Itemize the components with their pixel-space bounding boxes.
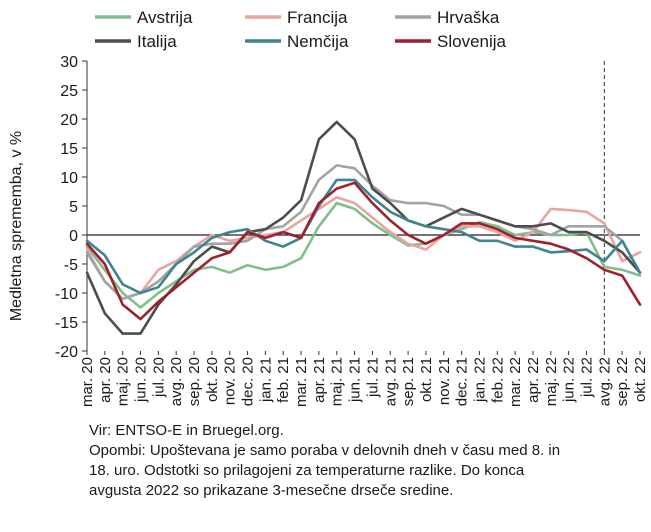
- x-tick-label: maj. 20: [115, 357, 132, 406]
- legend-label: Italija: [137, 32, 177, 51]
- x-tick-label: avg. 22: [596, 357, 613, 406]
- series-line-slovenija: [85, 181, 642, 321]
- y-tick-label: 20: [60, 112, 78, 129]
- y-tick-label: 30: [60, 54, 78, 71]
- chart-legend: Avstrija Francija Hrvaška Italija Nemčija Slo…: [95, 8, 507, 51]
- legend-label: Avstrija: [137, 8, 193, 27]
- x-tick-label: nov. 20: [222, 357, 239, 405]
- x-tick-label: mar. 22: [507, 357, 524, 407]
- x-tick-label: dec. 20: [240, 357, 257, 406]
- x-tick-label: apr. 21: [311, 357, 328, 403]
- y-tick-label: 0: [69, 228, 78, 245]
- x-tick-label: okt. 22: [632, 357, 649, 402]
- y-tick-label: -5: [64, 257, 78, 274]
- y-tick-label: -10: [55, 286, 78, 303]
- y-axis-label: Medletna sprememba, v %: [8, 131, 25, 321]
- x-tick-label: jan. 22: [471, 357, 488, 403]
- y-tick-label: 25: [60, 83, 78, 100]
- x-tick-label: sep. 20: [186, 357, 203, 406]
- legend-label: Nemčija: [287, 32, 349, 51]
- remarks-line-2: 18. uro. Odstotki so prilagojeni za temp…: [89, 462, 525, 479]
- source-note: Vir: ENTSO-E in Bruegel.org.: [89, 422, 284, 439]
- x-tick-label: okt. 20: [204, 357, 221, 402]
- legend-label: Hrvaška: [437, 8, 500, 27]
- legend-label: Slovenija: [437, 32, 507, 51]
- x-tick-label: avg. 20: [168, 357, 185, 406]
- x-tick-label: sep. 21: [400, 357, 417, 406]
- x-tick-label: apr. 20: [97, 357, 114, 403]
- series-line-italija: [85, 120, 642, 335]
- x-tick-label: maj. 21: [329, 357, 346, 406]
- series-line-nemčija: [85, 178, 642, 295]
- x-tick-label: jul. 21: [364, 357, 381, 398]
- legend-label: Francija: [287, 8, 348, 27]
- x-tick-label: jun. 20: [133, 357, 150, 403]
- x-tick-label: avg. 21: [382, 357, 399, 406]
- x-tick-label: jul. 22: [578, 357, 595, 398]
- x-tick-label: feb. 22: [489, 357, 506, 403]
- remarks-line-1: Opombi: Upoštevana je samo poraba v delo…: [89, 442, 561, 459]
- x-tick-label: okt. 21: [418, 357, 435, 402]
- x-tick-label: mar. 21: [293, 357, 310, 407]
- y-tick-label: 5: [69, 199, 78, 216]
- x-tick-label: maj. 22: [543, 357, 560, 406]
- x-tick-label: mar. 20: [79, 357, 96, 407]
- chart-series: [85, 120, 642, 335]
- chart-footer: Vir: ENTSO-E in Bruegel.org. Opombi: Upo…: [89, 421, 649, 501]
- y-tick-label: 10: [60, 170, 78, 187]
- line-chart: Avstrija Francija Hrvaška Italija Nemčija Slo…: [8, 8, 649, 407]
- x-tick-label: sep. 22: [614, 357, 631, 406]
- x-tick-label: dec. 21: [454, 357, 471, 406]
- x-tick-label: jul. 20: [150, 357, 167, 398]
- y-tick-label: -15: [55, 315, 78, 332]
- series-line-francija: [85, 196, 642, 301]
- y-tick-label: -20: [55, 344, 78, 361]
- x-tick-label: jan. 21: [257, 357, 274, 403]
- x-tick-label: jun. 21: [347, 357, 364, 403]
- x-tick-label: nov. 21: [436, 357, 453, 405]
- x-tick-label: feb. 21: [275, 357, 292, 403]
- x-tick-label: apr. 22: [525, 357, 542, 403]
- y-tick-label: 15: [60, 141, 78, 158]
- remarks-line-3: avgusta 2022 so prikazane 3-mesečne drse…: [89, 482, 454, 499]
- x-tick-label: jun. 22: [561, 357, 578, 403]
- series-line-hrvaška: [85, 164, 642, 301]
